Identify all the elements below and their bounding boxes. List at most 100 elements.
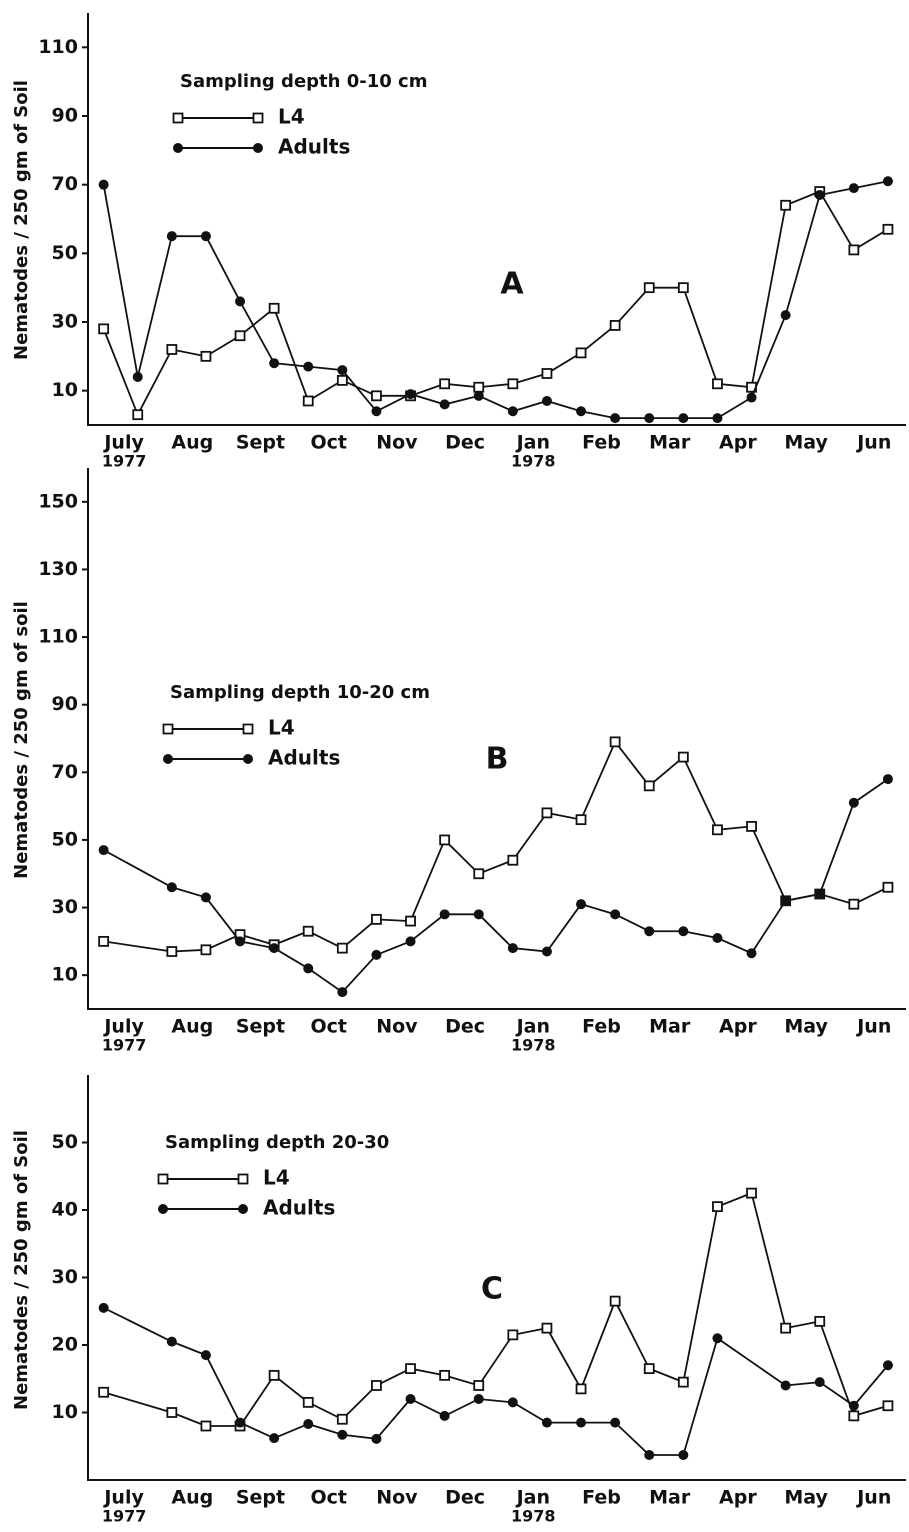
series-line [103, 1307, 889, 1456]
data-point [337, 1429, 348, 1440]
legend-label: Adults [263, 1196, 335, 1220]
x-tick-label: May [784, 1016, 828, 1038]
data-point [371, 913, 382, 925]
y-tick-label: 30 [52, 311, 78, 333]
x-tick-label: Jun [855, 432, 891, 454]
y-tick-label: 50 [52, 828, 78, 850]
data-point [882, 881, 894, 893]
x-tick-label: Sept [236, 1487, 285, 1509]
data-point [746, 392, 757, 403]
legend-marker [162, 723, 174, 735]
legend-marker [252, 112, 264, 124]
data-point [473, 1394, 484, 1404]
data-point [609, 736, 621, 748]
x-tick-label: July [102, 1016, 144, 1038]
axes [87, 13, 906, 426]
data-point [609, 1295, 621, 1307]
x-tick-label: Sept [236, 432, 285, 454]
data-point [268, 1369, 280, 1381]
data-point [848, 797, 859, 808]
data-point [507, 378, 519, 390]
x-tick-label: July [102, 1487, 144, 1509]
data-point [507, 406, 518, 417]
y-tick-label: 20 [52, 1334, 78, 1356]
data-point [643, 282, 655, 294]
data-point [132, 409, 144, 421]
data-point [98, 179, 109, 190]
data-point [780, 310, 791, 321]
data-point [200, 944, 212, 956]
data-point [643, 1363, 655, 1375]
data-point [677, 751, 689, 763]
y-tick-label: 50 [52, 1131, 78, 1153]
data-point [814, 889, 825, 900]
legend-title: Sampling depth 0-10 cm [180, 71, 427, 92]
data-point [405, 936, 416, 947]
x-tick-label: Nov [376, 1016, 418, 1038]
x-tick-label: Nov [376, 1487, 418, 1509]
data-point [541, 1322, 553, 1334]
x-tick-label: May [784, 432, 828, 454]
data-point [98, 1302, 109, 1313]
series-line [102, 180, 889, 420]
x-tick-label: Feb [582, 1487, 621, 1509]
data-point [371, 949, 382, 960]
y-tick-label: 110 [38, 36, 78, 58]
data-point [473, 1380, 485, 1391]
x-tick-label: Sept [236, 1016, 285, 1038]
data-point [848, 1410, 860, 1422]
data-point [541, 368, 553, 379]
x-tick-label: Jan [515, 1487, 550, 1509]
axes [87, 468, 906, 1010]
legend-title: Sampling depth 10-20 cm [170, 682, 430, 703]
data-point [98, 323, 110, 335]
data-point [848, 244, 860, 256]
legend-label: Adults [278, 135, 350, 159]
data-point [439, 399, 450, 410]
data-point [166, 231, 177, 242]
legend-marker [163, 754, 173, 764]
data-point [269, 1433, 280, 1444]
y-tick-label: 130 [38, 558, 78, 580]
data-point [882, 223, 894, 235]
y-tick-label: 50 [52, 242, 78, 264]
data-point [712, 1201, 723, 1213]
data-point [405, 1394, 416, 1404]
data-point [541, 946, 552, 957]
y-tick-label: 40 [52, 1199, 78, 1221]
x-tick-label: Oct [310, 1016, 347, 1038]
data-point [712, 378, 723, 390]
data-point [643, 780, 655, 792]
data-point [507, 854, 519, 866]
data-point [473, 868, 485, 880]
data-point [507, 1329, 519, 1341]
data-point [235, 936, 246, 947]
y-axis-label: Nematodes / 250 gm of Soil [11, 1130, 32, 1410]
data-point [780, 1322, 792, 1334]
y-tick-label: 70 [52, 173, 78, 195]
data-point [200, 231, 211, 242]
data-point [848, 898, 860, 910]
y-tick-label: 70 [52, 761, 78, 783]
x-tick-label: Aug [171, 1487, 213, 1509]
panel-label: C [481, 1272, 503, 1307]
data-point [712, 932, 723, 943]
legend-label: L4 [268, 716, 295, 740]
legend-marker [158, 1204, 168, 1214]
legend-marker [172, 112, 184, 124]
data-point [234, 330, 246, 342]
x-tick-label: Aug [171, 432, 213, 454]
data-point [371, 1380, 382, 1391]
data-point [336, 942, 348, 954]
data-point [235, 1417, 246, 1428]
data-point [575, 347, 587, 359]
x-tick-label: Jun [855, 1016, 891, 1038]
data-point [609, 320, 621, 331]
data-point [780, 1380, 791, 1391]
legend-marker [237, 1173, 249, 1185]
data-point [132, 371, 143, 382]
data-point [780, 199, 792, 211]
legend-marker [242, 723, 254, 735]
data-point [166, 1407, 178, 1418]
data-point [200, 1350, 211, 1361]
